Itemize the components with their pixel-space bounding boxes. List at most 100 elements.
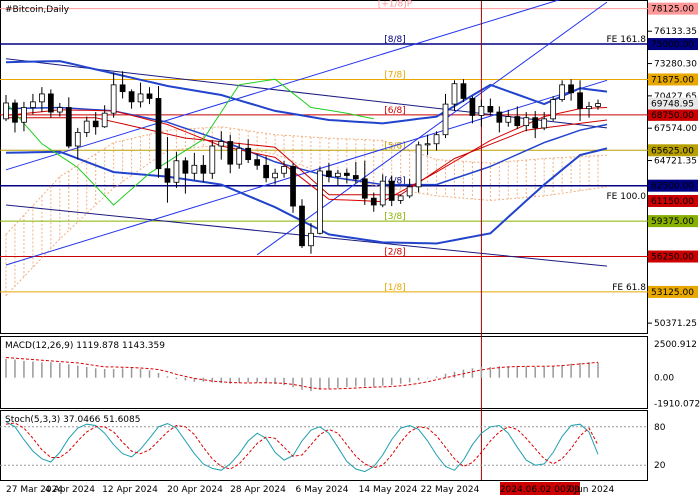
candle-bull [415,144,422,188]
current-price-tag: 69748.95 [651,100,694,110]
candle-bull [209,145,216,174]
candle-bull [595,103,601,107]
cloud-span-a [5,126,608,235]
murray-level-label: [7/8] [384,70,406,80]
candle-bear [460,83,467,99]
channel-lower-line [5,79,608,266]
stoch-tick-label: 80 [654,423,666,433]
stoch-k-line [5,421,599,473]
candle-bull [83,120,90,133]
stoch-tick-label: 20 [654,461,666,471]
candle-bear [532,117,539,129]
fibo-level-label: FE 161.8 [607,35,647,45]
fibo-price-tag: 61150.00 [651,197,694,207]
candle-bull [335,172,341,178]
x-tick-label: 14 May 2024 [359,485,418,495]
murray-price-tag-bg [648,73,698,86]
candle-bear [155,98,162,170]
macd-tick-label: 2500.912 [654,340,697,350]
candle-bull [451,83,458,105]
murray-price-tag-bg [648,144,698,157]
candle-bear [343,172,350,176]
murray-level-label: [+1/8]P [378,0,413,10]
y-tick-label: 70427.65 [654,92,697,102]
murray-price-tag-bg [648,2,698,15]
current-price-tag-bg [648,97,698,110]
candle-bear [514,116,521,127]
murray-price-tag-bg [648,285,698,298]
candle-bear [469,98,476,116]
murray-price-tag: 65625.00 [651,146,694,156]
candle-bull [110,84,117,114]
murray-level-label: [5/8] [384,141,406,151]
candle-bull [541,118,548,129]
candle-bull [56,107,63,113]
x-tick-label: 12 Apr 2024 [102,485,158,495]
x-tick-label: 22 May 2024 [421,485,480,495]
murray-price-tag: 56250.00 [651,253,694,263]
candle-bull [101,112,108,128]
candle-bear [290,166,296,207]
channel-parallel-line [5,0,561,171]
candle-bull [74,132,81,147]
candle-bull [173,160,180,183]
murray-price-tag-bg [648,250,698,263]
murray-level-label: [8/8] [384,35,406,45]
y-tick-label: 76133.35 [654,27,697,37]
candle-bull [272,172,278,179]
bollinger-lower [5,147,608,245]
candle-bull [559,84,565,100]
stoch-d-line [5,422,599,470]
candle-bear [65,107,72,147]
macd-pane [0,336,648,409]
candle-bull [3,102,9,120]
murray-price-tag: 62500.00 [651,182,694,192]
candle-bull [191,164,198,174]
murray-price-tag-bg [648,215,698,228]
macd-tick-label: 0.00 [654,374,674,384]
ichimoku-tenkan [5,107,608,203]
x-cursor-label: 2024.06.02 00:00 [500,485,581,495]
candle-bear [245,147,252,161]
stoch-title: Stoch(5,3,3) 37.0466 51.6085 [5,415,140,425]
x-tick-label: 4 Apr 2024 [45,485,95,495]
murray-price-tag: 78125.00 [651,5,694,15]
murray-price-tag: 75000.00 [651,40,694,50]
candle-bear [568,84,574,94]
candle-bull [523,117,530,127]
candle-bull [505,116,512,123]
y-tick-label: 64721.35 [654,157,697,167]
trendline [5,204,608,267]
candle-bear [128,91,135,103]
candle-bear [227,141,234,165]
candle-bull [137,93,144,103]
candle-bear [200,164,207,174]
candle-bull [218,141,225,147]
candle-bull [30,101,36,108]
candle-bear [12,102,18,123]
x-tick-label: 20 Apr 2024 [167,485,223,495]
candle-bear [361,178,368,199]
murray-level-label: [3/8] [384,212,406,222]
murray-price-tag-bg [648,179,698,192]
candle-bear [263,164,269,179]
murray-level-label: [1/8] [384,283,406,293]
candle-bull [21,107,27,123]
candle-bear [119,84,126,93]
candle-bull [406,186,413,197]
candle-bull [433,134,440,145]
candle-bull [586,105,592,110]
y-tick-label: 67574.00 [654,124,697,134]
x-tick-label: 28 Apr 2024 [230,485,286,495]
murray-level-label: [4/8] [384,177,406,187]
candle-bull [39,93,45,103]
candle-bull [379,180,386,206]
cloud-span-b [5,144,608,296]
macd-signal-line [5,357,599,390]
candle-bull [397,195,404,201]
candle-bull [478,105,485,116]
candle-bear [92,120,99,128]
candle-bull [317,170,323,234]
candle-bear [326,170,332,178]
